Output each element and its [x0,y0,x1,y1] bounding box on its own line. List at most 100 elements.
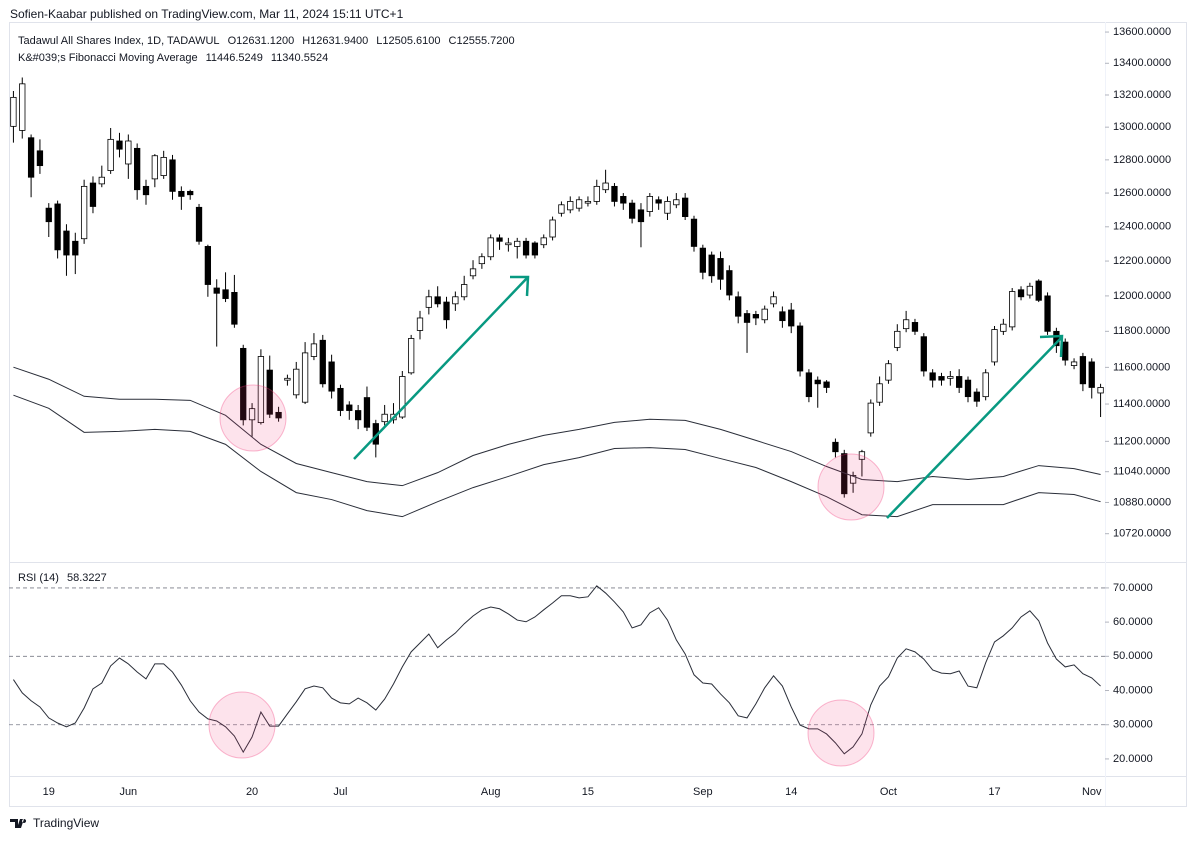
candle-body [1035,280,1042,301]
y-tick-label: 20.0000 [1113,753,1153,765]
rsi-line [13,585,1101,755]
candle-body [690,218,698,247]
candle-body [505,242,512,246]
y-tick-label: 11040.0000 [1113,466,1170,478]
candle-body [567,201,574,211]
candle-body [1026,285,1034,296]
y-tick-label: 50.0000 [1113,650,1153,662]
candle-body [496,237,503,242]
candle-body [1079,356,1087,385]
candle-body [699,247,706,273]
open-readout: O12631.1200 [228,35,295,47]
candle-body [204,246,212,285]
candle-body [461,284,468,298]
x-tick-label: Aug [481,786,501,798]
candle-body [929,372,936,381]
candle-body [991,329,998,363]
candle-body [1062,341,1069,361]
candle-body [107,138,114,171]
x-tick-label: Oct [880,786,897,798]
candle-body [27,137,35,178]
candle-body [187,190,194,196]
candle-body [257,356,265,424]
candle-body [885,363,892,381]
candle-body [310,343,318,357]
plot: 13600.0000 13400.0000 13200.0000 13000.0000… [9,26,1171,798]
candle-body [743,313,751,323]
x-tick-label: Jun [119,786,137,798]
candle-body [814,379,821,385]
candle-body [354,410,362,421]
candle-body [346,404,353,411]
arrow-head [1039,334,1064,358]
candle-body [89,182,97,207]
candle-body [531,242,539,256]
candle-body [399,376,406,418]
y-tick-label: 12200.0000 [1113,255,1171,267]
candle-body [584,201,592,204]
candle-body [125,140,132,165]
candle-body [973,391,980,402]
candle-body [248,408,256,421]
candle-body [717,258,724,280]
candle-body [1097,387,1104,394]
rsi-legend: RSI (14) 58.3227 [18,572,107,584]
series-title: Tadawul All Shares Index, 1D, TADAWUL [18,35,220,47]
candle-body [1000,323,1007,332]
logo-mark [10,819,27,828]
annotations [208,275,1064,767]
candle-body [416,317,424,331]
candle-body [867,402,874,434]
candle-body [134,147,141,191]
candle-body [363,397,371,428]
candle-body [328,361,335,392]
y-tick-label: 12400.0000 [1113,221,1171,233]
footer-logo: TradingView [10,816,99,830]
candle-body [911,322,919,332]
candle-body [540,237,547,246]
y-tick-label: 11800.0000 [1113,325,1170,337]
y-tick-label: 13600.0000 [1113,26,1171,38]
y-tick-label: 30.0000 [1113,719,1153,731]
x-tick-label: Sep [693,786,713,798]
candle-body [522,240,530,256]
highlight-circle [219,384,287,452]
candle-body [36,150,44,167]
candle-body [178,190,185,197]
candle-body [381,413,388,423]
candle-body [425,296,432,308]
candle-body [72,240,79,256]
candle-body [770,296,777,305]
candle-body [231,291,238,325]
candle-body [549,219,556,238]
candle-body [602,182,609,191]
credit: Sofien-Kaabar published on TradingView.c… [10,7,404,21]
candle-body [726,270,733,296]
candle-body [63,230,70,256]
candle-body [195,206,203,242]
candle-body [956,376,963,388]
brand: TradingView [33,816,99,830]
candle-body [646,196,653,212]
y-tick-label: 13000.0000 [1113,121,1171,133]
candle-body [240,347,247,421]
candle-body [1009,291,1016,328]
candle-body [98,176,105,185]
y-tick-label: 12600.0000 [1113,187,1171,199]
candle-body [408,338,415,374]
y-tick-label: 11600.0000 [1113,361,1170,373]
candle-body [894,330,901,348]
candle-body [628,202,636,219]
candle-body [19,83,26,131]
y-tick-label: 13400.0000 [1113,57,1171,69]
candle-body [947,376,954,379]
highlight-circle [807,699,875,767]
candle-body [452,296,459,305]
candle-body [779,311,786,322]
candle-body [1044,295,1051,332]
candle-body [514,240,521,247]
x-tick-label: 17 [988,786,1000,798]
candle-body [1088,361,1095,388]
candle-body [796,325,804,372]
